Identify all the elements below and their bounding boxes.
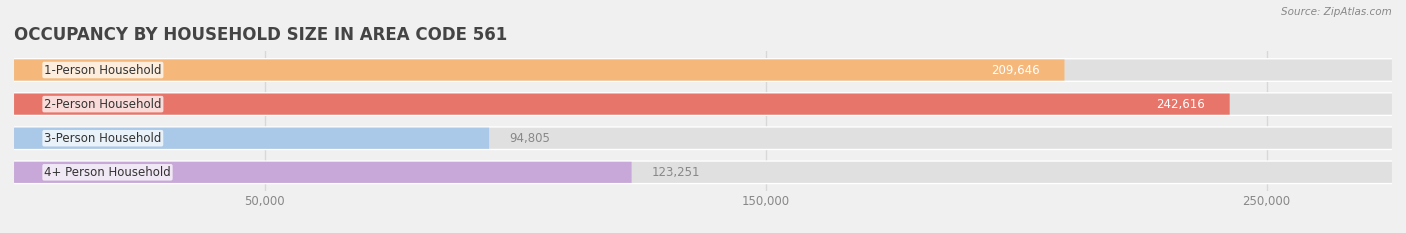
FancyBboxPatch shape bbox=[14, 128, 1392, 149]
FancyBboxPatch shape bbox=[14, 160, 1392, 184]
Text: 242,616: 242,616 bbox=[1156, 98, 1205, 111]
FancyBboxPatch shape bbox=[14, 59, 1392, 81]
FancyBboxPatch shape bbox=[14, 58, 1392, 82]
FancyBboxPatch shape bbox=[14, 93, 1392, 115]
Text: 123,251: 123,251 bbox=[651, 166, 700, 179]
Text: 209,646: 209,646 bbox=[991, 64, 1039, 76]
Text: 94,805: 94,805 bbox=[509, 132, 550, 145]
FancyBboxPatch shape bbox=[14, 162, 631, 183]
FancyBboxPatch shape bbox=[14, 128, 489, 149]
Text: 1-Person Household: 1-Person Household bbox=[44, 64, 162, 76]
FancyBboxPatch shape bbox=[14, 126, 1392, 150]
Text: 4+ Person Household: 4+ Person Household bbox=[44, 166, 172, 179]
FancyBboxPatch shape bbox=[14, 59, 1064, 81]
Text: 2-Person Household: 2-Person Household bbox=[44, 98, 162, 111]
FancyBboxPatch shape bbox=[14, 162, 1392, 183]
Text: OCCUPANCY BY HOUSEHOLD SIZE IN AREA CODE 561: OCCUPANCY BY HOUSEHOLD SIZE IN AREA CODE… bbox=[14, 26, 508, 44]
Text: Source: ZipAtlas.com: Source: ZipAtlas.com bbox=[1281, 7, 1392, 17]
FancyBboxPatch shape bbox=[14, 93, 1230, 115]
FancyBboxPatch shape bbox=[14, 92, 1392, 116]
Text: 3-Person Household: 3-Person Household bbox=[44, 132, 162, 145]
